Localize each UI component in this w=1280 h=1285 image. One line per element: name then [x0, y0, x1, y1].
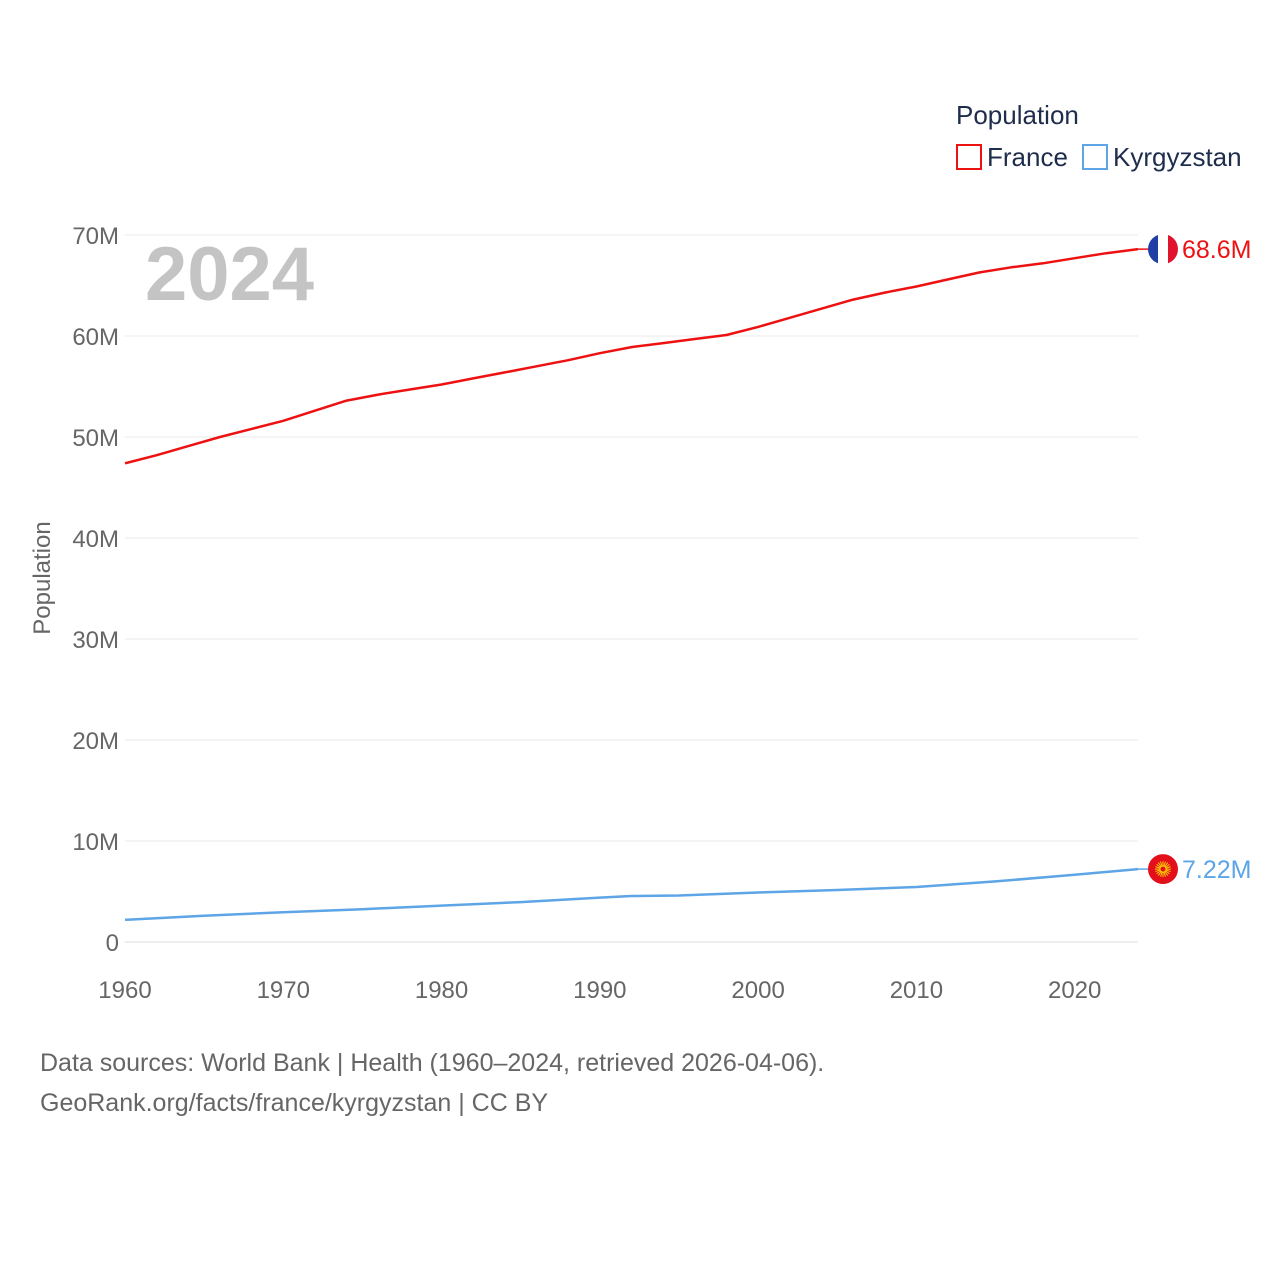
legend-swatch-kyrgyzstan	[1082, 144, 1108, 170]
y-axis-title: Population	[29, 521, 56, 634]
x-tick-label: 2010	[890, 977, 943, 1004]
legend-title: Population	[956, 100, 1079, 130]
series-france[interactable]: 68.6M	[124, 234, 1251, 465]
kyrgyzstan-line[interactable]	[124, 867, 1139, 922]
y-tick-label: 70M	[72, 223, 119, 250]
legend-swatch-france	[956, 144, 982, 170]
axis-layer: 0 10M 20M 30M 40M 50M 60M 70M 1960 1970 1980 1990 20…	[72, 223, 1101, 1004]
x-tick-label: 1980	[415, 977, 468, 1004]
y-tick-label: 20M	[72, 728, 119, 755]
series-kyrgyzstan[interactable]: 7.22M	[124, 854, 1251, 922]
x-tick-label: 1990	[573, 977, 626, 1004]
france-flag	[1148, 234, 1178, 265]
legend-item-france[interactable]: France	[956, 142, 1068, 172]
france-line[interactable]	[124, 247, 1139, 465]
grid-layer	[125, 234, 1138, 943]
y-tick-label: 40M	[72, 526, 119, 553]
legend-label-france: France	[987, 142, 1068, 172]
y-tick-label: 30M	[72, 627, 119, 654]
data-source-note: Data sources: World Bank | Health (1960–…	[40, 1049, 825, 1077]
x-tick-label: 2020	[1048, 977, 1101, 1004]
y-tick-label: 60M	[72, 324, 119, 351]
france-end-value: 68.6M	[1182, 236, 1251, 264]
y-tick-label: 0	[106, 930, 119, 957]
x-tick-label: 1960	[98, 977, 151, 1004]
x-tick-label: 2000	[731, 977, 784, 1004]
kyrgyzstan-end-value: 7.22M	[1182, 856, 1251, 884]
y-tick-label: 50M	[72, 425, 119, 452]
legend-label-kyrgyzstan: Kyrgyzstan	[1113, 142, 1242, 172]
kyrgyzstan-flag	[1148, 854, 1178, 885]
source-link[interactable]: GeoRank.org/facts/france/kyrgyzstan | CC…	[40, 1089, 549, 1117]
series-layer: 68.6M 7.22M	[124, 234, 1251, 922]
x-tick-label: 1970	[257, 977, 310, 1004]
year-badge: 2024	[145, 232, 314, 317]
legend-item-kyrgyzstan[interactable]: Kyrgyzstan	[1082, 142, 1242, 172]
footer: Data sources: World Bank | Health (1960–…	[40, 1043, 824, 1123]
y-tick-label: 10M	[72, 829, 119, 856]
legend: Population France Kyrgyzstan	[956, 100, 1242, 172]
